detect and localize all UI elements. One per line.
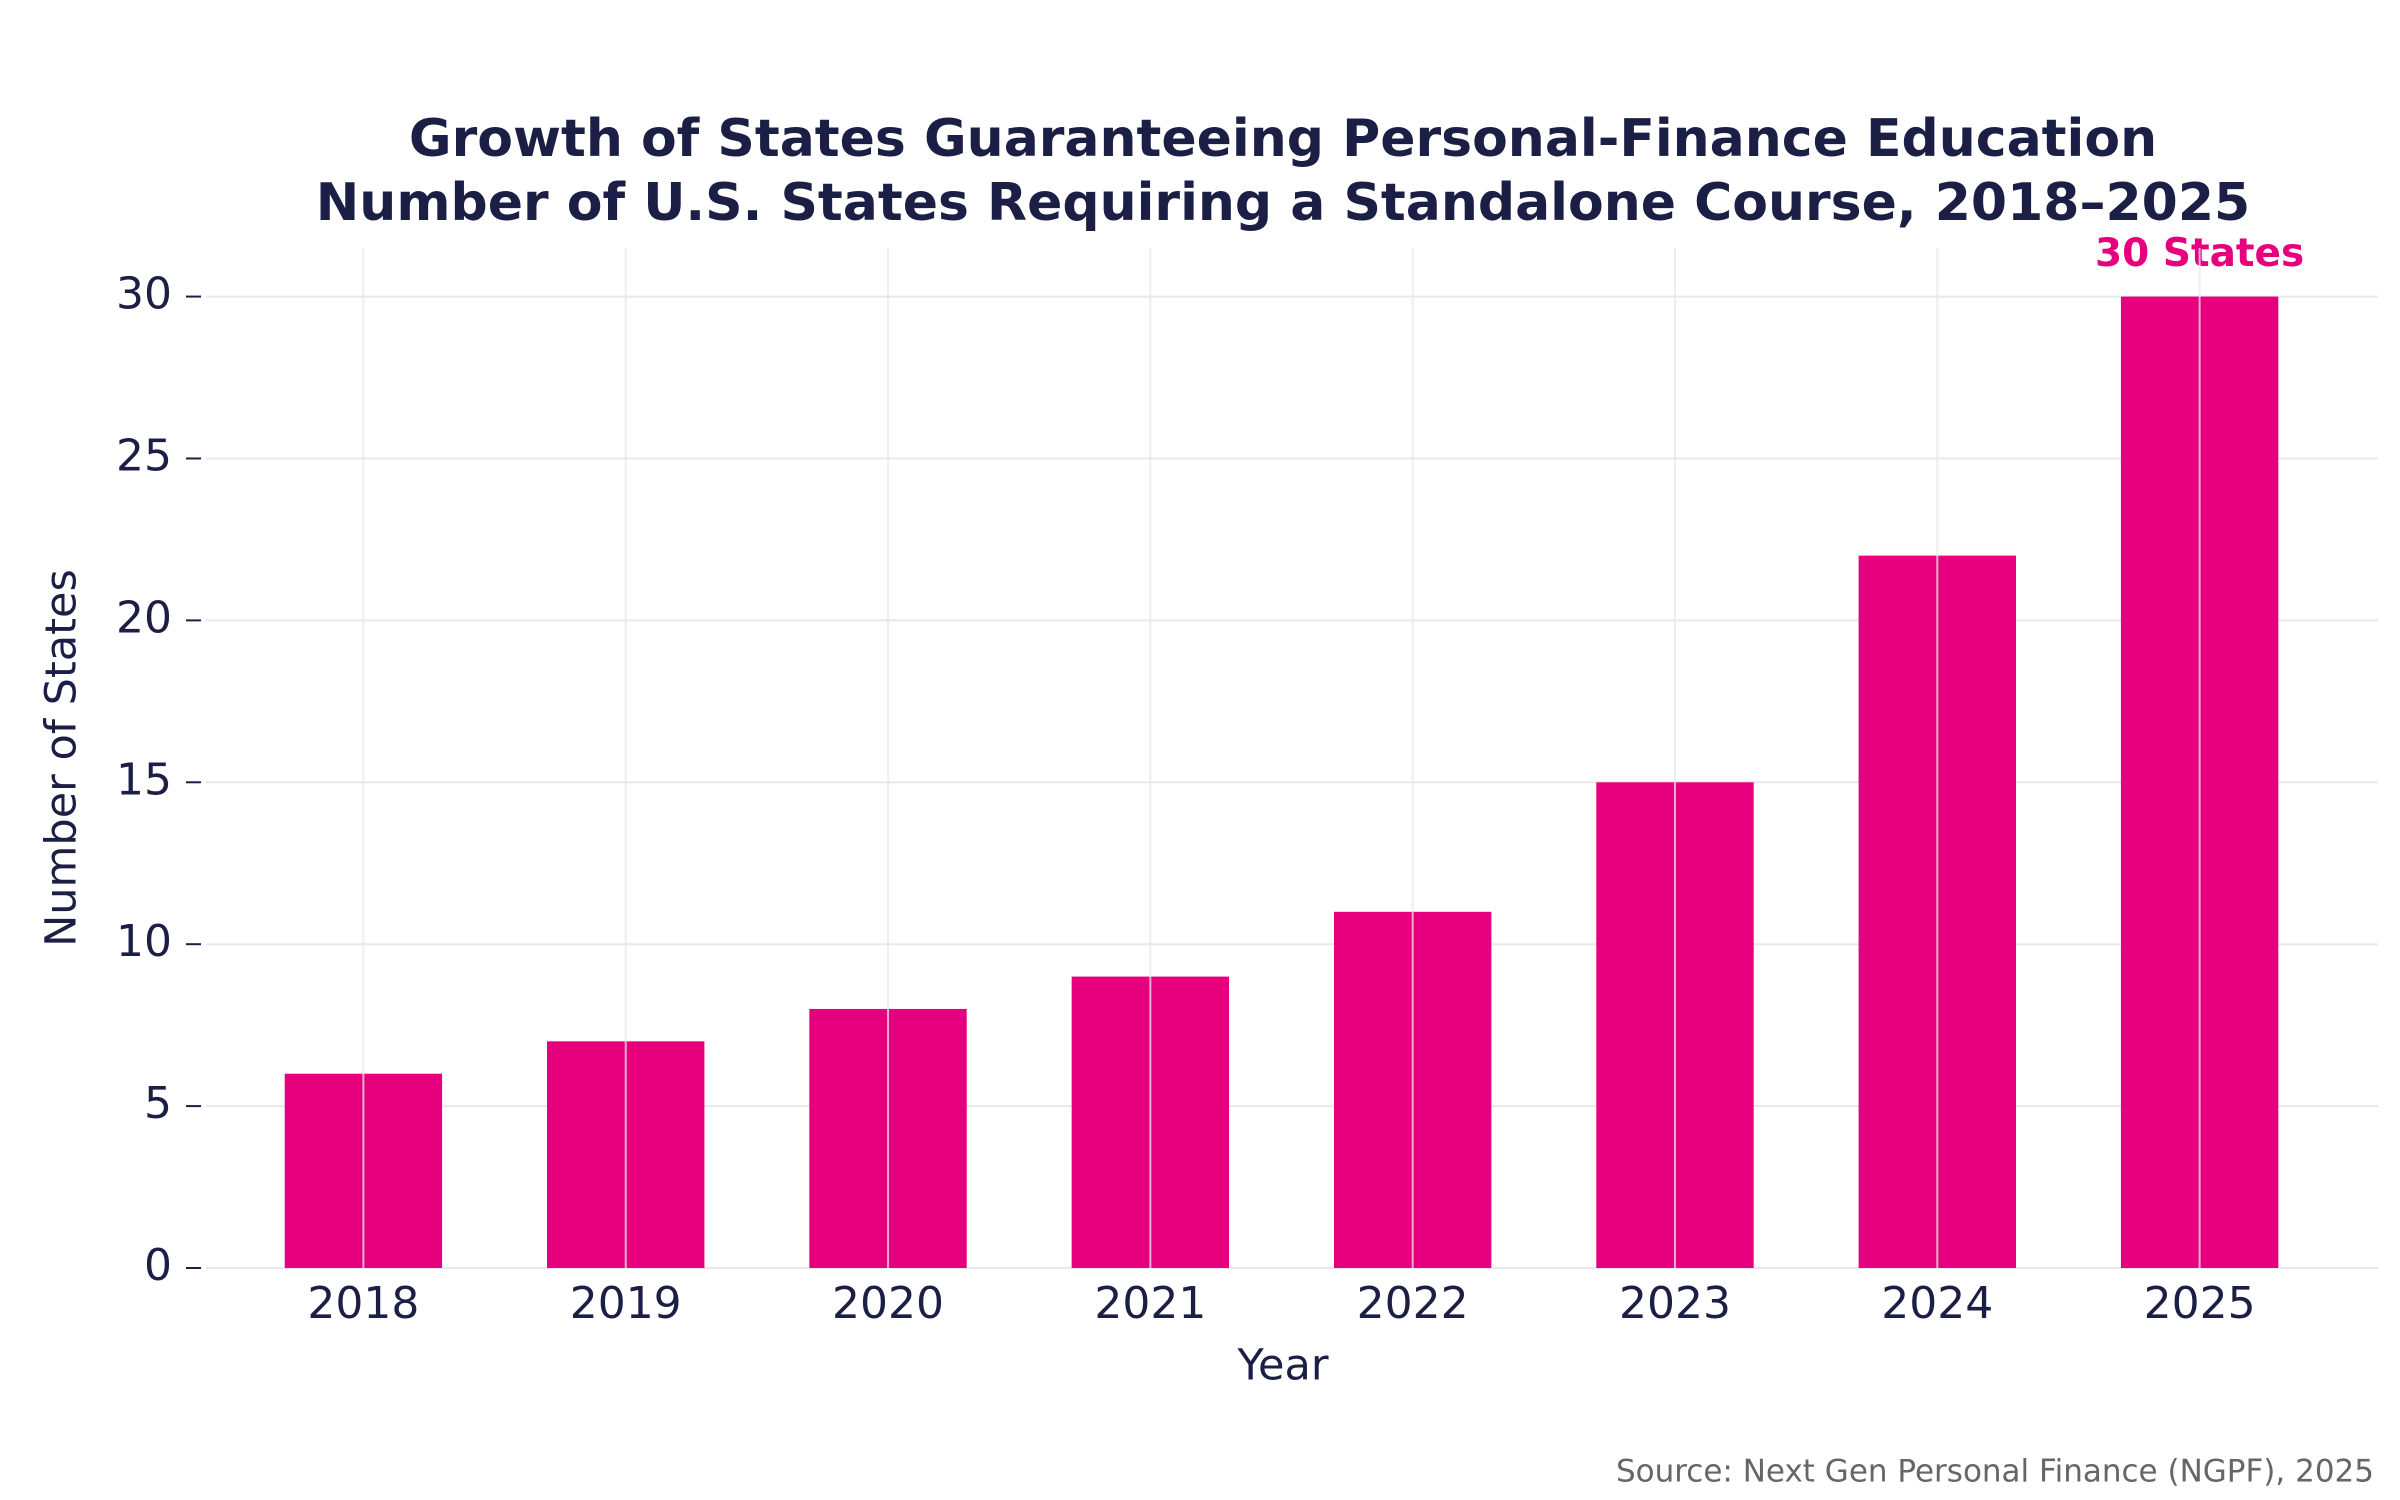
x-tick-label: 2020: [832, 1278, 944, 1329]
source-note: Source: Next Gen Personal Finance (NGPF)…: [1616, 1454, 2374, 1490]
x-tick-label: 2018: [307, 1278, 419, 1329]
x-tick-label: 2022: [1357, 1278, 1469, 1329]
x-tick-label: 2019: [570, 1278, 682, 1329]
x-tick-label: 2024: [1881, 1278, 1993, 1329]
y-tick-label: 20: [116, 592, 172, 643]
x-tick-label: 2021: [1094, 1278, 1206, 1329]
x-axis-label: Year: [1236, 1341, 1328, 1391]
x-tick-label: 2025: [2144, 1278, 2256, 1329]
chart-title: Growth of States Guaranteeing Personal-F…: [409, 109, 2157, 169]
y-tick-label: 15: [116, 754, 172, 805]
chart-subtitle: Number of U.S. States Requiring a Standa…: [316, 173, 2250, 233]
y-tick-label: 0: [144, 1240, 172, 1291]
y-tick-label: 30: [116, 269, 172, 320]
y-tick-label: 5: [144, 1078, 172, 1129]
y-axis-label: Number of States: [37, 569, 87, 947]
y-tick-label: 25: [116, 430, 172, 481]
y-tick-label: 10: [116, 916, 172, 967]
x-tick-label: 2023: [1619, 1278, 1731, 1329]
